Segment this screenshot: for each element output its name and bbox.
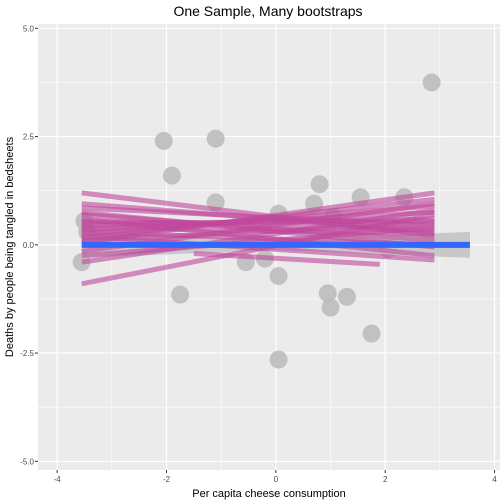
- tick-labels: -4 -2 0 2 4 -5.0 -2.5 0.0 2.5 5.0: [20, 24, 497, 484]
- x-tick-label: 4: [492, 475, 497, 484]
- bootstrap-line: [193, 250, 380, 267]
- y-tick-label: 2.5: [23, 133, 35, 142]
- y-tick-label: 0.0: [23, 241, 35, 250]
- data-point: [362, 324, 381, 343]
- x-tick-label: 2: [383, 475, 388, 484]
- bootstrap-line: [81, 218, 435, 226]
- data-point: [269, 350, 288, 369]
- x-tick-label: 0: [274, 475, 279, 484]
- data-point: [318, 284, 337, 303]
- bootstrap-line: [81, 225, 435, 259]
- data-point: [171, 285, 190, 304]
- x-tick-label: -4: [54, 475, 62, 484]
- x-axis-title: Per capita cheese consumption: [192, 488, 345, 500]
- chart-title: One Sample, Many bootstraps: [173, 3, 362, 19]
- data-point: [337, 287, 356, 306]
- bootstrap-line: [81, 201, 435, 235]
- x-tick-label: -2: [163, 475, 171, 484]
- data-point: [310, 175, 329, 194]
- data-point: [154, 131, 173, 150]
- data-point: [422, 73, 441, 92]
- y-axis-title: Deaths by people being tangled in bedshe…: [4, 136, 16, 357]
- bootstrap-line: [81, 233, 435, 263]
- data-point: [162, 166, 181, 185]
- data-point: [206, 129, 225, 148]
- data-point: [321, 298, 340, 317]
- y-tick-label: -5.0: [20, 457, 34, 466]
- y-tick-label: 5.0: [23, 24, 35, 33]
- plot-layer: [72, 73, 470, 369]
- y-tick-label: -2.5: [20, 349, 34, 358]
- data-point: [269, 267, 288, 286]
